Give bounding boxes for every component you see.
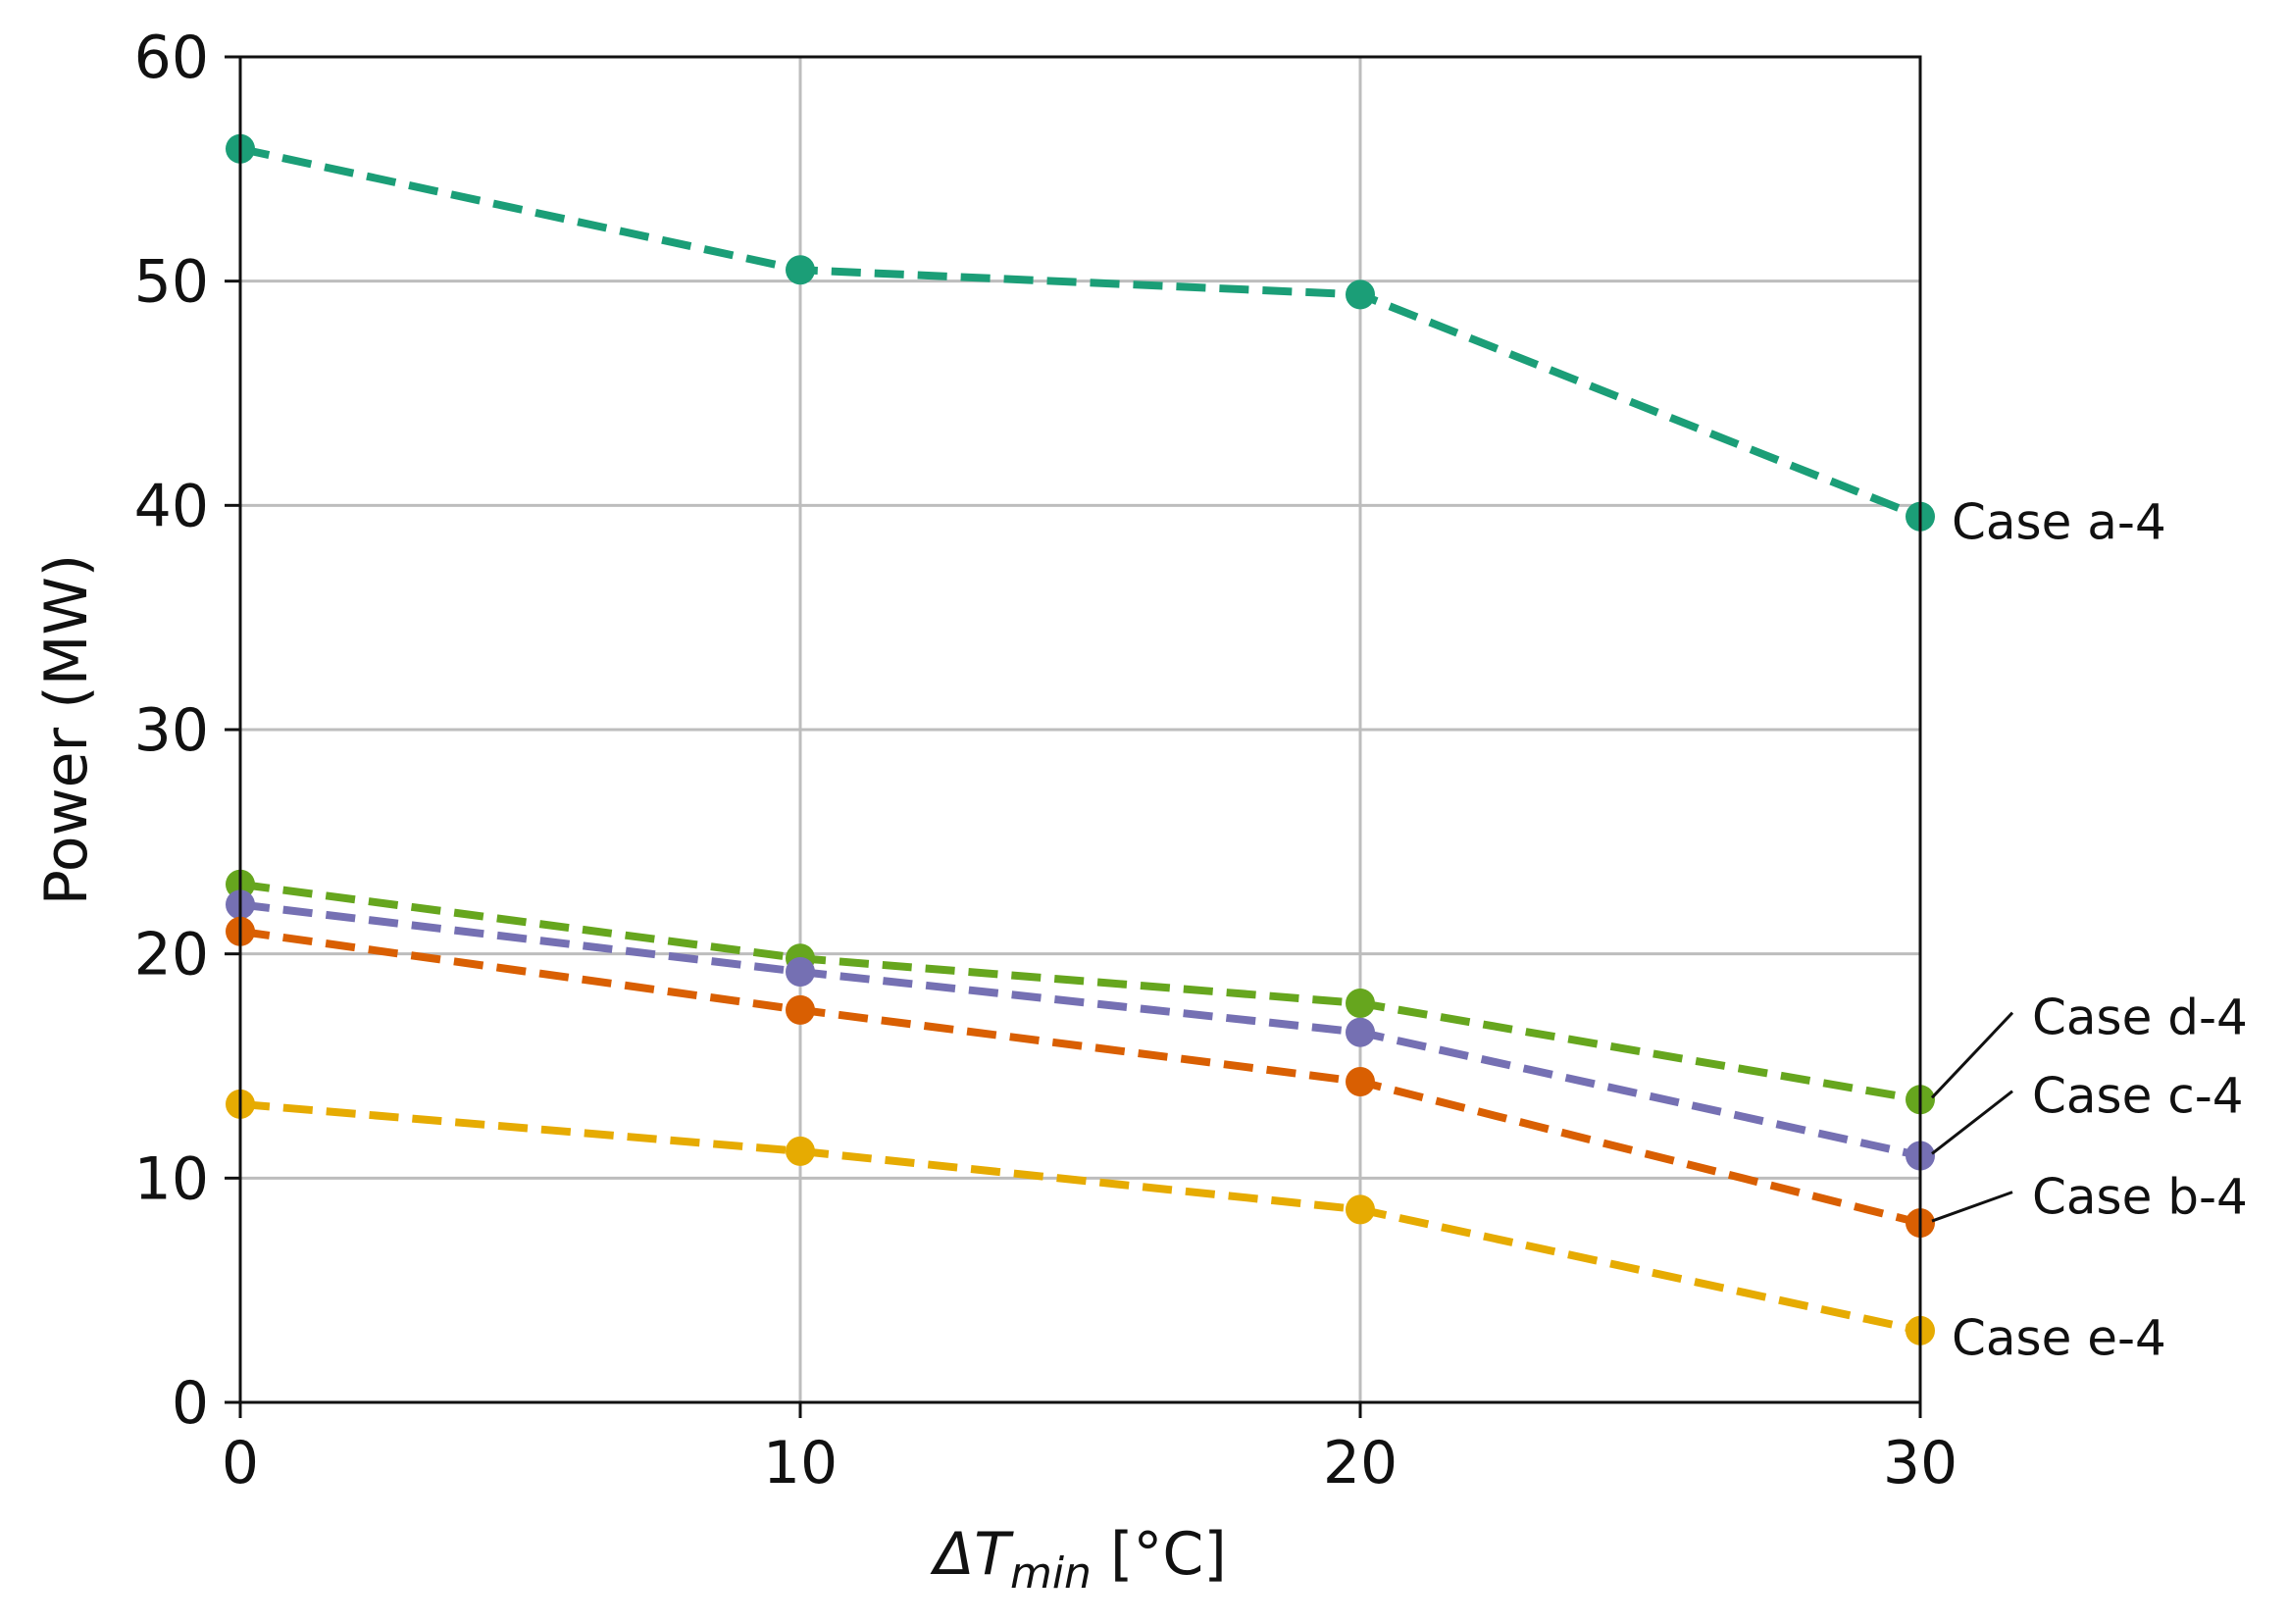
series-label-case-a-4: Case a-4 <box>1952 493 2166 550</box>
y-tick-label-50: 50 <box>134 248 209 317</box>
x-axis-label-unit: [°C] <box>1092 1520 1227 1589</box>
leader-line-case-c-4 <box>1931 1090 2013 1155</box>
x-axis-label-main: ΔT <box>930 1520 1014 1589</box>
series-line-case-b-4 <box>239 927 1921 1227</box>
data-point-case-a-4-x20 <box>1346 279 1375 310</box>
data-point-case-e-4-x10 <box>786 1136 815 1166</box>
y-tick-label-0: 0 <box>172 1369 209 1438</box>
x-tick-label-10: 10 <box>763 1429 838 1497</box>
x-axis-label: ΔTmin [°C] <box>930 1520 1226 1599</box>
data-point-case-b-4-x10 <box>786 994 815 1025</box>
y-tick-label-40: 40 <box>134 472 209 540</box>
leader-line-case-b-4 <box>1931 1191 2013 1223</box>
data-point-case-c-4-x20 <box>1346 1017 1375 1047</box>
series-case-d-4 <box>226 869 1935 1115</box>
data-point-case-a-4-x10 <box>786 255 815 285</box>
series-line-case-a-4 <box>239 144 1922 521</box>
x-tick-label-0: 0 <box>222 1429 259 1497</box>
series-case-a-4 <box>226 133 1935 532</box>
series-label-case-b-4: Case b-4 <box>2032 1169 2248 1226</box>
series-label-layer: Case a-4 Case d-4 Case c-4 Case b-4 Case e-4 <box>1930 493 2248 1367</box>
tick-layer: 0 10 20 30 0 10 20 30 40 50 60 <box>134 24 1958 1497</box>
x-tick-label-30: 30 <box>1883 1429 1958 1497</box>
series-label-case-c-4: Case c-4 <box>2032 1068 2244 1125</box>
data-point-case-e-4-x20 <box>1346 1194 1375 1225</box>
y-axis-label: Power (MW) <box>32 554 101 905</box>
series-label-case-d-4: Case d-4 <box>2032 990 2248 1046</box>
data-point-case-d-4-x20 <box>1346 988 1375 1018</box>
series-line-case-d-4 <box>239 880 1921 1104</box>
grid-layer <box>238 55 1922 1404</box>
data-point-case-b-4-x20 <box>1346 1067 1375 1097</box>
x-tick-label-20: 20 <box>1323 1429 1398 1497</box>
x-axis-label-subscript: min <box>1010 1548 1092 1599</box>
series-line-case-e-4 <box>239 1099 1921 1335</box>
series-case-b-4 <box>226 916 1935 1239</box>
series-line-case-c-4 <box>239 900 1921 1160</box>
y-tick-label-20: 20 <box>134 921 209 990</box>
y-tick-label-10: 10 <box>134 1144 209 1213</box>
series-label-case-e-4: Case e-4 <box>1952 1310 2166 1367</box>
series-case-e-4 <box>226 1089 1935 1345</box>
y-tick-label-60: 60 <box>134 24 209 92</box>
series-layer <box>226 133 1935 1345</box>
leader-line-case-d-4 <box>1930 1011 2014 1099</box>
data-point-case-c-4-x10 <box>786 956 815 987</box>
y-tick-label-30: 30 <box>134 696 209 765</box>
